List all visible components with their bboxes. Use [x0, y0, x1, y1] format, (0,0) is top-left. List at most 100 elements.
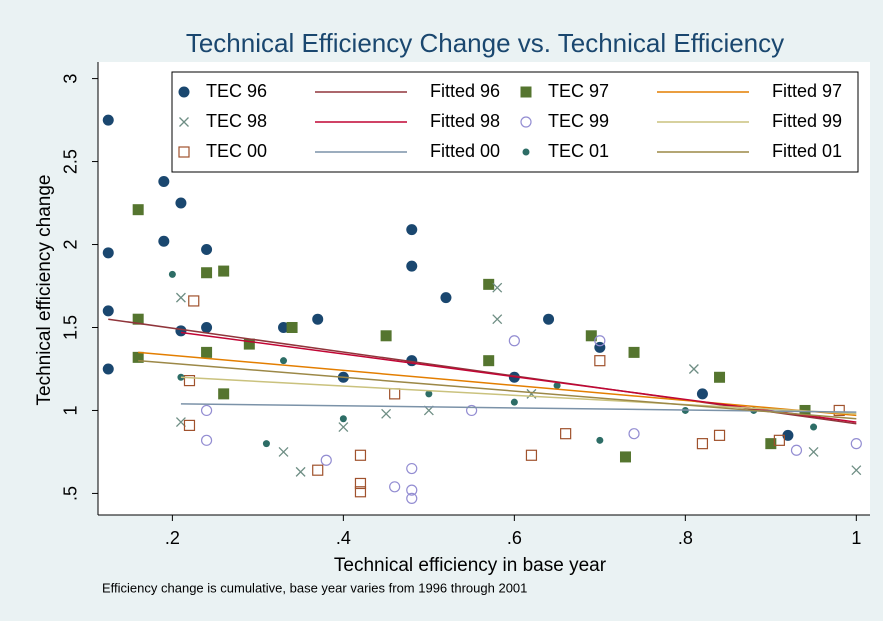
legend-label: TEC 00 — [206, 141, 267, 161]
point — [696, 438, 709, 450]
point — [406, 462, 418, 475]
fit-line — [180, 403, 857, 413]
point — [765, 438, 777, 450]
point — [102, 363, 114, 375]
point — [200, 434, 213, 446]
y-tick-label: .5 — [61, 486, 81, 501]
point — [158, 235, 170, 247]
fit-line — [138, 359, 857, 420]
point — [425, 390, 433, 398]
point — [312, 464, 324, 476]
y-tick-label: 1 — [61, 405, 81, 415]
point — [440, 292, 452, 304]
point — [132, 204, 144, 216]
point — [850, 438, 862, 450]
point — [406, 484, 418, 496]
legend-label: TEC 01 — [548, 141, 609, 161]
point — [175, 325, 187, 337]
x-axis-title: Technical efficiency in base year — [334, 555, 607, 576]
fit-line — [180, 376, 857, 415]
point — [168, 270, 176, 278]
legend-marker — [178, 146, 190, 158]
legend-label: Fitted 98 — [430, 111, 500, 131]
x-tick-label: .4 — [336, 528, 351, 548]
legend-label: TEC 96 — [206, 81, 267, 101]
point — [218, 388, 230, 400]
point — [508, 335, 520, 347]
point — [596, 436, 604, 444]
point — [158, 175, 170, 187]
y-tick-label: 2.5 — [61, 149, 81, 174]
point — [585, 330, 597, 342]
point — [483, 355, 495, 367]
point — [492, 314, 503, 325]
point — [553, 382, 561, 390]
point — [543, 313, 555, 325]
point — [175, 292, 186, 303]
legend-label: TEC 98 — [206, 111, 267, 131]
point — [594, 335, 606, 347]
y-tick-label: 2 — [61, 240, 81, 250]
y-axis-title: Technical efficiency change — [34, 175, 55, 406]
point — [183, 419, 196, 431]
point — [380, 330, 392, 342]
legend-label: Fitted 01 — [772, 141, 842, 161]
point — [218, 265, 230, 277]
note: Efficiency change is cumulative, base ye… — [102, 580, 527, 595]
point — [406, 260, 418, 272]
point — [183, 374, 196, 387]
point — [628, 346, 640, 358]
legend-label: Fitted 97 — [772, 81, 842, 101]
point — [338, 422, 349, 433]
point — [713, 429, 726, 441]
point — [320, 454, 332, 466]
fit-line — [138, 351, 857, 417]
point — [262, 440, 270, 448]
point — [278, 321, 290, 333]
point — [688, 364, 699, 374]
legend-label: Fitted 99 — [772, 111, 842, 131]
point — [354, 449, 367, 461]
point — [354, 477, 367, 490]
x-tick-label: .6 — [507, 528, 522, 548]
point — [102, 247, 114, 259]
point — [808, 446, 819, 457]
y-tick-label: 3 — [61, 74, 81, 84]
point — [560, 428, 572, 440]
point — [483, 278, 495, 290]
point — [278, 446, 289, 457]
point — [525, 449, 538, 461]
point — [773, 434, 785, 446]
point — [406, 224, 418, 236]
point — [354, 486, 367, 498]
point — [312, 313, 324, 325]
point — [782, 429, 794, 441]
legend-label: Fitted 96 — [430, 81, 500, 101]
point — [102, 114, 114, 126]
x-tick-label: .2 — [165, 528, 180, 548]
legend-marker — [520, 86, 532, 98]
point — [132, 313, 144, 325]
point — [188, 295, 200, 307]
point — [201, 346, 213, 358]
point — [714, 371, 726, 383]
legend-marker — [520, 116, 532, 128]
point — [628, 428, 640, 440]
point — [833, 404, 845, 417]
point — [201, 321, 213, 333]
point — [619, 451, 631, 463]
point — [280, 357, 288, 365]
point — [286, 321, 298, 333]
x-tick-label: 1 — [851, 528, 861, 548]
point — [132, 351, 144, 363]
legend-label: Fitted 00 — [430, 141, 500, 161]
point — [492, 282, 503, 293]
point — [102, 305, 114, 317]
point — [851, 465, 862, 476]
legend-marker — [178, 86, 190, 98]
legend-label: TEC 99 — [548, 111, 609, 131]
point — [790, 444, 803, 456]
point — [339, 415, 347, 423]
